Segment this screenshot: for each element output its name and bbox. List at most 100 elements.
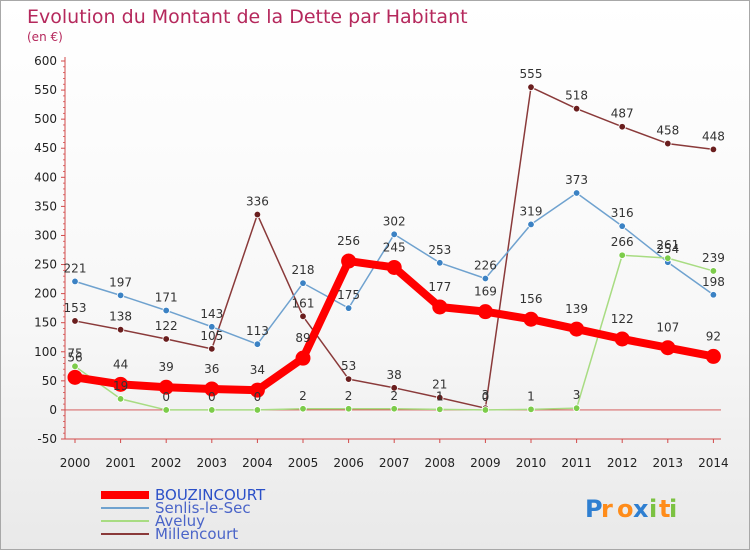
x-tick-label: 2003: [197, 456, 228, 470]
data-label: 373: [565, 173, 588, 187]
data-point: [253, 210, 262, 219]
y-tick-label: 350: [34, 199, 57, 213]
chart-title: Evolution du Montant de la Dette par Hab…: [27, 6, 468, 28]
data-point: [572, 104, 581, 113]
data-label: 3: [573, 388, 581, 402]
data-point: [162, 406, 170, 414]
data-label: 2: [390, 389, 398, 403]
data-point: [249, 382, 265, 398]
legend-label: Aveluy: [155, 512, 205, 530]
data-label: 221: [64, 261, 87, 275]
logo-letter: P: [585, 495, 603, 523]
data-label: 0: [208, 390, 216, 404]
logo-letter: t: [659, 495, 670, 523]
y-tick-label: -50: [37, 432, 57, 446]
data-point: [709, 267, 718, 275]
data-label: 107: [656, 321, 679, 335]
x-tick-label: 2013: [653, 456, 684, 470]
y-tick-label: 100: [34, 345, 57, 359]
x-tick-label: 2008: [425, 456, 456, 470]
data-point: [341, 253, 357, 269]
data-point: [664, 254, 672, 262]
data-label: 38: [387, 368, 402, 382]
data-point: [436, 405, 444, 414]
x-tick-label: 2010: [516, 456, 547, 470]
data-point: [162, 306, 170, 315]
data-point: [527, 405, 535, 414]
data-label: 316: [611, 206, 634, 220]
data-label: 153: [64, 301, 87, 315]
data-point: [344, 405, 353, 413]
data-point: [569, 321, 585, 337]
x-tick-label: 2006: [333, 456, 364, 470]
legend-label: Senlis-le-Sec: [155, 499, 251, 517]
x-tick-label: 2000: [60, 456, 91, 470]
data-label: 253: [428, 243, 451, 257]
data-label: 34: [250, 363, 265, 377]
data-point: [709, 145, 718, 154]
data-label: 2: [345, 389, 353, 403]
data-point: [527, 220, 535, 229]
data-label: 53: [341, 359, 356, 373]
y-tick-label: 450: [34, 141, 57, 155]
data-label: 3: [482, 388, 490, 402]
logo-letter: i: [649, 495, 657, 523]
data-label: 36: [204, 362, 219, 376]
data-label: 138: [109, 310, 132, 324]
x-tick-label: 2002: [151, 456, 182, 470]
x-tick-label: 2011: [561, 456, 592, 470]
y-tick-label: 250: [34, 258, 57, 272]
data-point: [390, 384, 398, 392]
data-label: 0: [162, 390, 170, 404]
data-point: [253, 406, 262, 414]
proxiti-logo: Pr o x i ti: [585, 495, 677, 523]
data-label: 175: [337, 288, 360, 302]
chart-unit: (en €): [27, 30, 63, 44]
data-point: [113, 376, 129, 392]
data-point: [208, 323, 216, 331]
data-point: [390, 230, 398, 238]
data-point: [299, 312, 307, 320]
data-point: [386, 259, 402, 275]
x-tick-label: 2012: [607, 456, 638, 470]
data-point: [618, 123, 626, 131]
data-point: [253, 340, 262, 348]
x-tick-label: 2004: [242, 456, 273, 470]
data-point: [436, 394, 444, 402]
y-tick-label: 200: [34, 287, 57, 301]
data-label: 139: [565, 302, 588, 316]
data-label: 197: [109, 275, 132, 289]
logo-letter: o: [617, 495, 634, 523]
data-label: 44: [113, 357, 128, 371]
data-point: [432, 299, 448, 315]
data-point: [344, 304, 353, 312]
x-tick-label: 2005: [288, 456, 319, 470]
data-point: [162, 335, 170, 343]
data-label: 218: [292, 263, 315, 277]
y-tick-label: 400: [34, 170, 57, 184]
data-label: 266: [611, 235, 634, 249]
data-label: 122: [611, 312, 634, 326]
data-label: 92: [706, 329, 721, 343]
data-label: 113: [246, 324, 269, 338]
y-tick-label: 500: [34, 112, 57, 126]
data-label: 239: [702, 251, 725, 265]
data-label: 89: [295, 331, 310, 345]
data-point: [527, 83, 535, 91]
data-point: [390, 405, 398, 413]
y-tick-label: 550: [34, 83, 57, 97]
data-label: 555: [520, 67, 543, 81]
data-point: [523, 311, 539, 327]
data-label: 261: [656, 238, 679, 252]
data-label: 21: [432, 378, 447, 392]
x-tick-label: 2001: [105, 456, 136, 470]
data-point: [116, 395, 125, 403]
data-label: 1: [436, 389, 444, 403]
data-label: 448: [702, 129, 725, 143]
data-label: 518: [565, 89, 588, 103]
x-tick-label: 2014: [698, 456, 729, 470]
data-label: 458: [656, 124, 679, 138]
